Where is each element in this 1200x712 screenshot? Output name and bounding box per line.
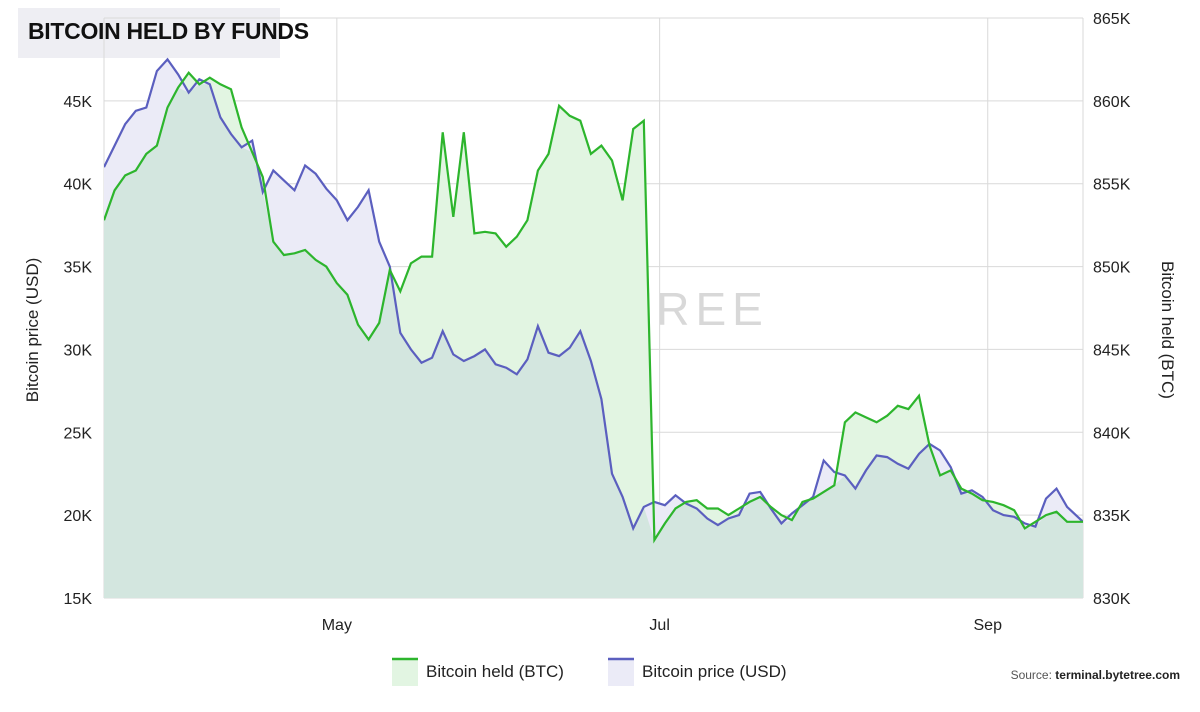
legend-item-price[interactable]: Bitcoin price (USD) [608, 657, 787, 686]
right-axis: 830K 835K 840K 845K 850K 855K 860K 865K [1093, 11, 1131, 608]
right-tick-label: 845K [1093, 342, 1131, 359]
x-axis: May Jul Sep [322, 617, 1002, 634]
left-tick-label: 40K [64, 177, 93, 194]
right-tick-label: 830K [1093, 591, 1131, 608]
left-axis: 15K 20K 25K 30K 35K 40K 45K [64, 94, 93, 608]
title-box [18, 8, 280, 58]
source-link[interactable]: terminal.bytetree.com [1055, 668, 1180, 682]
y-axis-right-title: Bitcoin held (BTC) [1158, 261, 1177, 399]
source-prefix: Source: [1010, 668, 1056, 682]
overlap-fill [104, 84, 1083, 598]
series-line-held [104, 70, 1083, 544]
left-tick-label: 45K [64, 94, 93, 111]
left-tick-label: 25K [64, 425, 93, 442]
x-tick-label: Sep [974, 617, 1003, 634]
right-tick-label: 850K [1093, 260, 1131, 277]
left-tick-label: 15K [64, 591, 93, 608]
legend: Bitcoin held (BTC) Bitcoin price (USD) [392, 657, 787, 686]
left-tick-label: 20K [64, 508, 93, 525]
legend-item-held[interactable]: Bitcoin held (BTC) [392, 657, 564, 686]
legend-label: Bitcoin price (USD) [642, 662, 787, 681]
legend-swatch [392, 658, 418, 686]
right-tick-label: 840K [1093, 425, 1131, 442]
x-tick-label: May [322, 617, 352, 634]
right-tick-label: 865K [1093, 11, 1131, 28]
y-axis-left-title: Bitcoin price (USD) [23, 258, 42, 403]
right-tick-label: 835K [1093, 508, 1131, 525]
overlap-area [104, 84, 1083, 598]
left-tick-label: 35K [64, 260, 93, 277]
chart-title: BITCOIN HELD BY FUNDS [28, 18, 309, 44]
x-tick-label: Jul [649, 617, 669, 634]
series-line-price [104, 57, 1083, 532]
right-tick-label: 860K [1093, 94, 1131, 111]
right-tick-label: 855K [1093, 177, 1131, 194]
legend-swatch [608, 658, 634, 686]
source-note: Source: terminal.bytetree.com [1011, 668, 1180, 682]
left-tick-label: 30K [64, 342, 93, 359]
legend-label: Bitcoin held (BTC) [426, 662, 564, 681]
